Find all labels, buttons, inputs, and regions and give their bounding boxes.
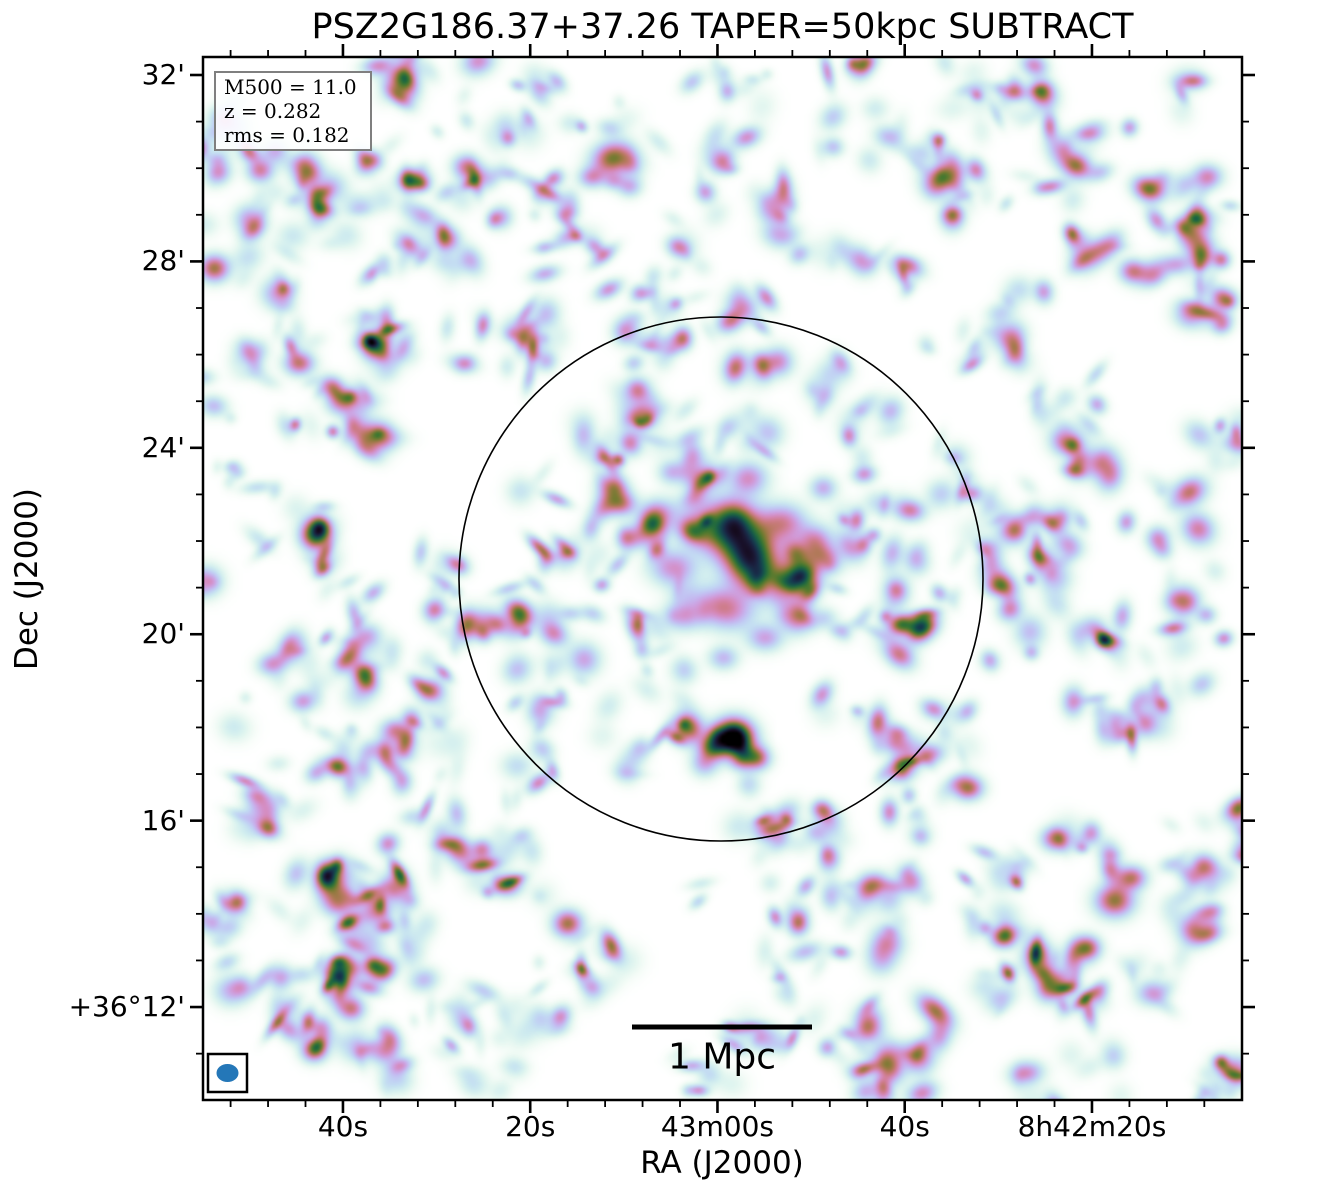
x-tick-label: 8h42m20s	[1017, 1110, 1167, 1143]
y-axis-label: Dec (J2000)	[9, 487, 45, 671]
x-tick-label: 20s	[505, 1110, 556, 1143]
y-tick-label: 32'	[141, 58, 185, 91]
x-tick-label: 40s	[879, 1110, 930, 1143]
y-tick-label: 20'	[141, 617, 185, 651]
info-line-z: z = 0.282	[224, 99, 322, 123]
y-tick-label: 24'	[141, 430, 185, 464]
x-tick-label: 43m00s	[660, 1110, 775, 1143]
scalebar-label: 1 Mpc	[667, 1036, 777, 1078]
x-axis-label: RA (J2000)	[640, 1145, 804, 1181]
y-tick-label: 28'	[141, 244, 185, 278]
x-tick-label: 40s	[317, 1110, 369, 1143]
info-box: M500 = 11.0 z = 0.282 rms = 0.182	[214, 71, 372, 151]
y-tick-label: +36°12'	[68, 990, 185, 1024]
y-tick-label: 16'	[141, 803, 185, 837]
info-line-rms: rms = 0.182	[224, 123, 350, 147]
sky-map-canvas	[203, 57, 1242, 1100]
chart-title: PSZ2G186.37+37.26 TAPER=50kpc SUBTRACT	[311, 7, 1134, 47]
info-line-m500: M500 = 11.0	[224, 75, 357, 99]
